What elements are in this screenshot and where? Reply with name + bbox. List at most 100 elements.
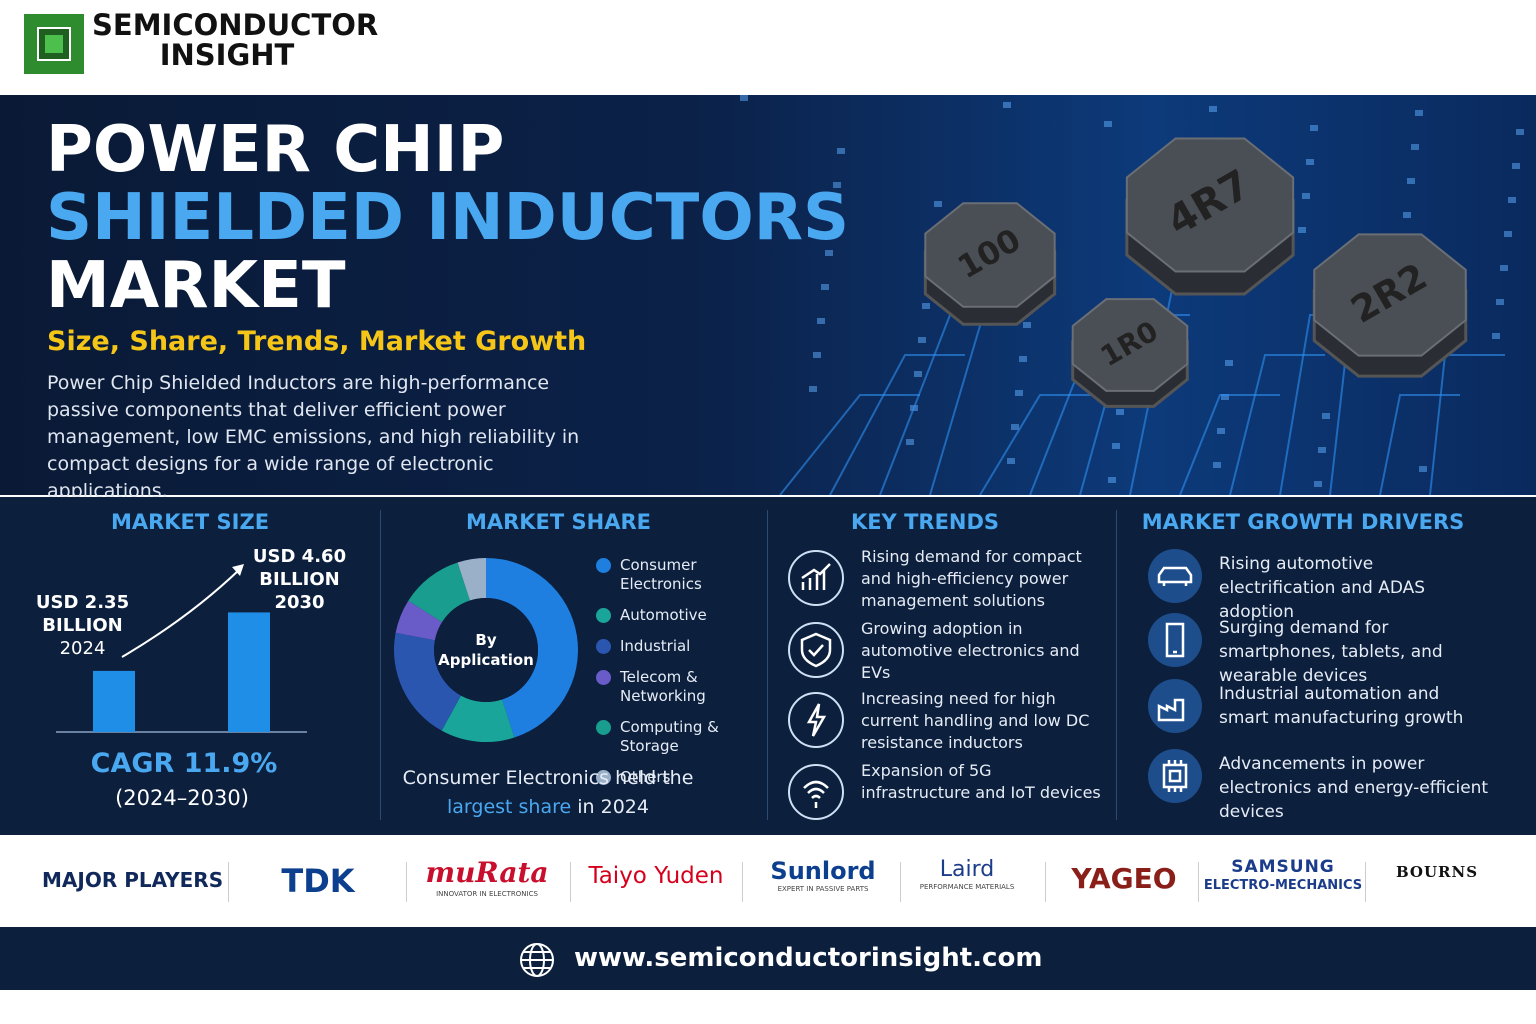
hero	[0, 95, 1536, 495]
player-divider	[228, 862, 229, 902]
legend: Consumer Electronics Automotive Industrial…	[596, 556, 761, 799]
circuit-trace	[1429, 354, 1505, 495]
circuit-dot	[1310, 125, 1318, 131]
circuit-trace	[1379, 394, 1460, 495]
circuit-dot	[1007, 458, 1015, 464]
player-divider	[1198, 862, 1199, 902]
bar-label: USD 2.35 BILLION 2024	[30, 591, 135, 660]
circuit-trace	[1179, 394, 1280, 495]
circuit-dot	[1318, 447, 1326, 453]
logo-name: Laird	[939, 857, 995, 882]
globe-icon	[520, 943, 554, 977]
donut-segment	[486, 558, 578, 738]
player-divider	[406, 862, 407, 902]
icon-ring	[788, 764, 844, 820]
bar	[228, 612, 270, 732]
icon-glyph	[1165, 622, 1185, 658]
legend-label: Telecom & Networking	[620, 668, 706, 705]
circuit-trace	[779, 394, 920, 495]
trend-text: Expansion of 5G infrastructure and IoT d…	[861, 761, 1101, 802]
icon-glyph	[1162, 760, 1188, 792]
inductor-top	[1313, 233, 1467, 357]
divider	[767, 510, 768, 820]
year-label: 2030	[274, 592, 325, 613]
title-line: MARKET	[46, 249, 346, 323]
driver-icon	[1148, 679, 1202, 733]
circuit-dot	[1492, 333, 1500, 339]
trend-icon	[788, 550, 844, 606]
donut-segment	[441, 695, 515, 742]
hero-description: Power Chip Shielded Inductors are high-p…	[47, 372, 580, 502]
hero-title: POWER CHIP SHIELDED INDUCTORS MARKET	[46, 116, 849, 320]
legend-swatch	[596, 720, 611, 735]
share-caption: Consumer Electronics held the largest sha…	[398, 764, 698, 822]
cagr: CAGR 11.9%	[90, 748, 278, 779]
circuit-dot	[1504, 231, 1512, 237]
players-heading: MAJOR PLAYERS	[42, 868, 224, 892]
logo-name: SAMSUNG	[1231, 857, 1335, 877]
legend-item: Computing & Storage	[596, 718, 761, 756]
inductor-top	[1071, 298, 1189, 392]
footer-url: www.semiconductorinsight.com	[574, 943, 1043, 973]
circuit-dot	[1322, 413, 1330, 419]
legend-swatch	[596, 770, 611, 785]
player-logo: muRata INNOVATOR IN ELECTRONICS	[407, 856, 567, 898]
player-logo: SAMSUNG ELECTRO-MECHANICS	[1203, 858, 1363, 893]
section-heading: MARKET SHARE	[465, 510, 652, 534]
circuit-dot	[1403, 212, 1411, 218]
trend-icon	[788, 764, 844, 820]
icon-glyph	[1157, 698, 1185, 722]
value-label: USD 2.35	[35, 592, 130, 613]
logo-name: Sunlord	[770, 857, 876, 885]
circuit-dot	[740, 95, 748, 101]
circuit-dot	[829, 216, 837, 222]
driver-icon	[1148, 549, 1202, 603]
logo-tagline: PERFORMANCE MATERIALS	[919, 883, 1015, 892]
circuit-dot	[906, 439, 914, 445]
player-divider	[1365, 862, 1366, 902]
circuit-dot	[813, 352, 821, 358]
legend-label: Automotive	[620, 606, 707, 624]
icon-ring	[788, 622, 844, 678]
brand-line: SEMICONDUCTOR	[92, 8, 379, 42]
circuit-dot	[817, 318, 825, 324]
circuit-dot	[922, 303, 930, 309]
center-label: By	[475, 631, 497, 649]
brand-line: INSIGHT	[159, 38, 295, 72]
trend-icon	[788, 622, 844, 678]
market-size-chart	[56, 564, 307, 733]
icon-bg	[1148, 749, 1202, 803]
circuit-dot	[809, 386, 817, 392]
player-divider	[570, 862, 571, 902]
icon-bg	[1148, 549, 1202, 603]
logo-name: muRata	[425, 856, 549, 889]
logo-tagline: EXPERT IN PASSIVE PARTS	[777, 885, 869, 894]
circuit-trace	[979, 394, 1100, 495]
circuit-dot	[1011, 424, 1019, 430]
donut-hole	[434, 598, 538, 702]
circuit-dot	[1019, 356, 1027, 362]
legend-label: Computing & Storage	[620, 718, 719, 755]
player-divider	[1045, 862, 1046, 902]
title-line: SHIELDED INDUCTORS	[46, 181, 850, 255]
legend-item: Others	[596, 768, 761, 787]
circuit-dot	[833, 182, 841, 188]
icon-ring	[788, 550, 844, 606]
divider	[380, 510, 381, 820]
circuit-dot	[821, 284, 829, 290]
cagr-period: (2024–2030)	[115, 786, 249, 810]
player-logo: YAGEO	[1044, 863, 1204, 895]
brand: SEMICONDUCTOR INSIGHT	[92, 8, 379, 72]
circuit-dot	[934, 201, 942, 207]
circuit-dot	[1407, 178, 1415, 184]
legend-item: Consumer Electronics	[596, 556, 761, 594]
divider	[1116, 510, 1117, 820]
driver-text: Industrial automation and smart manufact…	[1219, 684, 1464, 728]
growth-arrow	[121, 568, 241, 658]
circuit-dot	[1213, 462, 1221, 468]
player-divider	[900, 862, 901, 902]
trend-text: Increasing need for high current handlin…	[861, 689, 1090, 752]
donut-segment	[395, 600, 443, 641]
unit-label: BILLION	[259, 569, 340, 590]
